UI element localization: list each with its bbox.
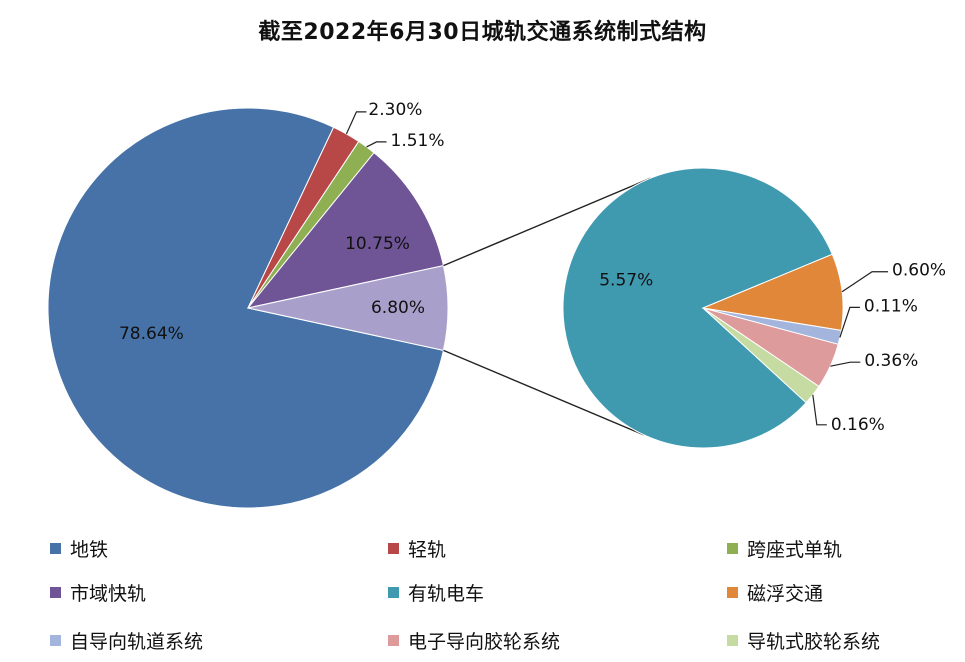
legend-swatch — [388, 634, 399, 646]
main-label-0: 78.64% — [119, 324, 184, 344]
legend-swatch — [727, 542, 738, 554]
legend-label: 市域快轨 — [70, 582, 147, 605]
legend-item-3: 市域快轨 — [50, 578, 146, 606]
main-label-2: 1.51% — [391, 131, 445, 151]
legend-swatch — [388, 586, 399, 598]
main-pie-slice-0 — [47, 107, 445, 509]
legend-item-5: 磁浮交通 — [727, 578, 823, 606]
legend-item-4: 有轨电车 — [388, 578, 484, 606]
secondary-label-2: 0.11% — [864, 296, 918, 316]
legend: 地铁 轻轨 跨座式单轨市域快轨 有轨电车 磁浮交通自导向轨道系统 电子导向胶轮系统 导轨式胶… — [0, 530, 965, 662]
connector-line-top — [443, 177, 651, 267]
leader-line-s4 — [812, 394, 827, 426]
legend-item-2: 跨座式单轨 — [727, 534, 842, 562]
legend-item-1: 轻轨 — [388, 534, 446, 562]
connector-lines — [443, 177, 651, 436]
main-pie-slice-4 — [247, 265, 449, 351]
secondary-label-1: 0.60% — [892, 261, 946, 281]
leader-line-s3 — [830, 361, 861, 367]
legend-label: 导轨式胶轮系统 — [747, 630, 881, 653]
legend-item-7: 电子导向胶轮系统 — [388, 626, 560, 654]
main-label-1: 2.30% — [368, 100, 422, 120]
leader-line-s1 — [841, 271, 889, 293]
secondary-label-0: 5.57% — [599, 270, 653, 290]
legend-item-6: 自导向轨道系统 — [50, 626, 203, 654]
legend-swatch — [727, 586, 738, 598]
main-label-4: 6.80% — [371, 298, 425, 318]
legend-label: 磁浮交通 — [747, 582, 824, 605]
legend-swatch — [50, 542, 61, 554]
legend-label: 有轨电车 — [408, 582, 485, 605]
main-pie — [47, 107, 449, 509]
legend-swatch — [50, 586, 61, 598]
leader-line-1 — [345, 111, 367, 135]
secondary-label-4: 0.16% — [831, 415, 885, 435]
secondary-pie — [562, 167, 844, 449]
main-pie-slice-3 — [246, 151, 445, 309]
legend-swatch — [50, 634, 61, 646]
legend-label: 地铁 — [70, 538, 109, 561]
legend-item-8: 导轨式胶轮系统 — [727, 626, 880, 654]
legend-label: 自导向轨道系统 — [70, 630, 204, 653]
legend-label: 轻轨 — [408, 538, 447, 561]
secondary-pie-slice-0 — [562, 167, 833, 449]
connector-line-bottom — [443, 349, 645, 436]
chart-title: 截至2022年6月30日城轨交通系统制式结构 — [258, 20, 707, 45]
secondary-label-3: 0.36% — [864, 351, 918, 371]
legend-swatch — [727, 634, 738, 646]
main-label-3: 10.75% — [345, 234, 410, 254]
leader-line-s2 — [839, 306, 860, 338]
pie-of-pie-chart: 78.64% 10.75% 6.80% 2.30% 1.51% 5.57% 0.60% 0.1… — [47, 100, 946, 509]
legend-label: 电子导向胶轮系统 — [408, 630, 561, 653]
leader-line-2 — [366, 141, 387, 148]
legend-label: 跨座式单轨 — [747, 538, 843, 561]
legend-item-0: 地铁 — [50, 534, 108, 562]
slice-labels: 78.64% 10.75% 6.80% 2.30% 1.51% 5.57% 0.60% 0.1… — [119, 100, 946, 435]
legend-swatch — [388, 542, 399, 554]
